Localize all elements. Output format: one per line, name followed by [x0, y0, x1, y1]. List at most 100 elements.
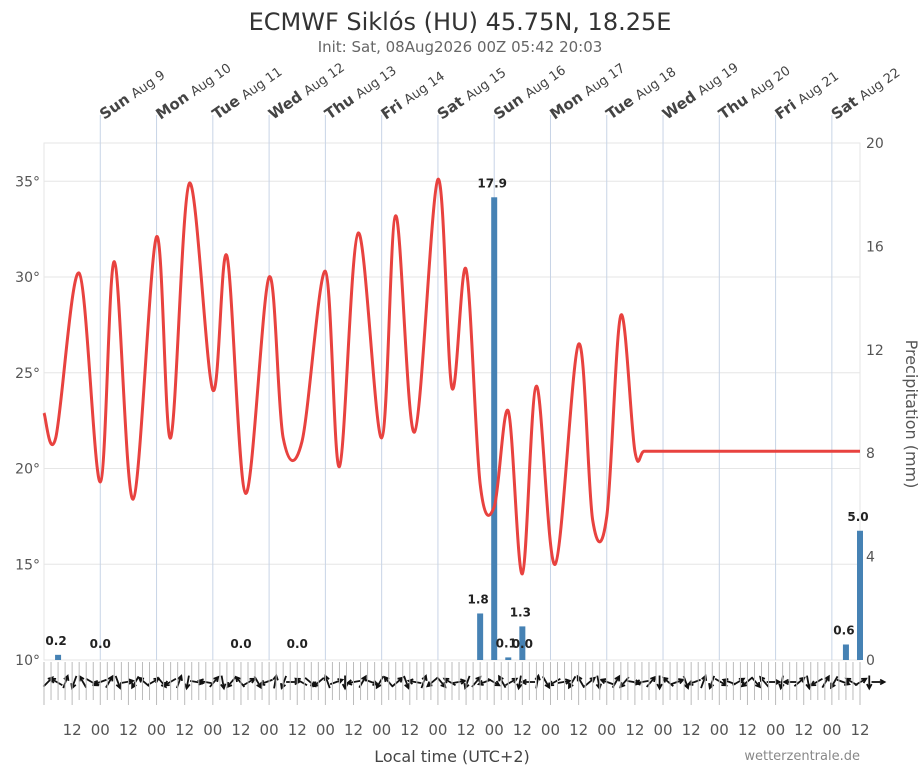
- wind-arrow-head: [115, 683, 122, 690]
- time-tick-label: 12: [625, 721, 644, 739]
- precipitation-axis: 0 4 8 12 16 20: [866, 136, 884, 669]
- precipitation-bar-label: 17.9: [477, 176, 507, 190]
- wind-arrow: [280, 675, 287, 690]
- wind-arrow-head: [633, 679, 641, 686]
- wind-arrow-head: [92, 679, 100, 686]
- wind-arrow-shaft: [50, 677, 63, 687]
- wind-arrow-shaft: [645, 676, 656, 688]
- precipitation-zero-label: 0.0: [512, 637, 533, 651]
- precipitation-bar-label: 1.8: [468, 592, 489, 606]
- wind-arrow-head: [404, 683, 411, 690]
- wind-arrow-shaft: [242, 677, 256, 687]
- wind-arrow-shaft: [548, 677, 561, 687]
- wind-arrow-head: [678, 678, 685, 685]
- wind-arrow-head: [163, 680, 170, 687]
- precipitation-zero-label: 0.0: [90, 637, 111, 651]
- temperature-tick-label: 15°: [15, 557, 40, 573]
- wind-arrow-shaft: [443, 677, 456, 687]
- wind-arrow-head: [463, 683, 470, 690]
- time-tick-label: 12: [513, 721, 532, 739]
- wind-arrow: [645, 675, 657, 688]
- wind-arrow-shaft: [821, 675, 830, 689]
- wind-arrow: [476, 678, 492, 686]
- precipitation-bar: [477, 613, 484, 660]
- precipitation-bar: [857, 530, 863, 660]
- time-tick-label: 00: [597, 721, 616, 739]
- temperature-tick-label: 35°: [15, 174, 40, 190]
- wind-arrow-shaft: [198, 679, 212, 685]
- precipitation-axis-title: Precipitation (mm): [902, 340, 921, 489]
- wind-arrow-head: [614, 674, 621, 682]
- wind-arrow: [234, 675, 246, 688]
- wind-arrow: [220, 675, 227, 691]
- time-tick-label: 00: [766, 721, 785, 739]
- precipitation-bar-label: 0.2: [45, 634, 66, 648]
- wind-arrow-shaft: [120, 679, 134, 685]
- time-tick-label: 12: [457, 721, 476, 739]
- wind-arrow: [375, 675, 385, 690]
- precipitation-bar: [842, 644, 849, 660]
- wind-arrow-shaft: [235, 676, 246, 688]
- wind-arrow-shaft: [487, 677, 500, 687]
- wind-arrow: [556, 678, 572, 685]
- wind-arrow-head: [176, 674, 183, 681]
- time-tick-label: 00: [653, 721, 672, 739]
- temperature-axis: 10° 15° 20° 25° 30° 35°: [15, 174, 40, 669]
- wind-arrow: [854, 677, 868, 687]
- wind-arrow-shaft: [114, 675, 121, 689]
- wind-arrow: [793, 676, 806, 687]
- wind-arrow: [184, 675, 191, 691]
- time-tick-label: 00: [485, 721, 504, 739]
- time-tick-label: 00: [91, 721, 110, 739]
- wind-arrow: [750, 676, 762, 689]
- wind-arrow: [866, 675, 873, 691]
- time-tick-label: 00: [822, 721, 841, 739]
- precipitation-bar: [491, 197, 498, 660]
- wind-arrow-head: [220, 683, 227, 691]
- time-tick-label: 00: [541, 721, 560, 739]
- wind-arrow-head: [312, 681, 319, 688]
- wind-arrow: [821, 674, 830, 689]
- time-tick-label: 12: [119, 721, 138, 739]
- wind-arrow: [403, 675, 411, 690]
- wind-arrow-shaft: [504, 677, 518, 687]
- wind-arrow-shaft: [498, 675, 507, 689]
- wind-arrow-head: [184, 683, 191, 691]
- wind-arrow-head: [686, 679, 694, 686]
- precipitation-bar: [55, 654, 62, 660]
- precipitation-bar-label: 0.1: [496, 636, 517, 650]
- wind-arrow-shaft: [375, 675, 385, 689]
- precipitation-tick-label: 16: [866, 239, 884, 255]
- time-tick-label: 12: [231, 721, 250, 739]
- time-tick-label: 12: [288, 721, 307, 739]
- wind-arrow-shaft: [78, 675, 87, 689]
- x-axis-title: Local time (UTC+2): [374, 747, 530, 766]
- time-tick-label: 12: [682, 721, 701, 739]
- wind-arrow-shaft: [741, 677, 753, 687]
- time-tick-label: 12: [344, 721, 363, 739]
- wind-arrow-head: [861, 677, 868, 684]
- grid-lines: [43, 142, 861, 661]
- wind-arrow-head: [576, 674, 583, 682]
- wind-arrow-head: [564, 678, 572, 685]
- wind-arrow-head: [280, 683, 287, 690]
- wind-arrow-head: [345, 679, 353, 686]
- wind-arrow-head: [78, 674, 85, 682]
- precipitation-tick-label: 20: [866, 136, 884, 152]
- wind-arrow-head: [383, 675, 390, 683]
- wind-arrow-shaft: [408, 679, 422, 685]
- time-tick-label: 12: [63, 721, 82, 739]
- precipitation-bars: 0.2 1.8 17.9 0.1 1.3 0.6 5.0 0.0 0.0 0.0 0.0: [45, 176, 869, 660]
- wind-arrow: [516, 675, 523, 691]
- watermark: wetterzentrale.de: [744, 749, 860, 764]
- wind-arrow-shaft: [324, 675, 331, 689]
- time-tick-label: 12: [738, 721, 757, 739]
- precipitation-tick-label: 8: [866, 446, 875, 462]
- wind-arrow: [498, 674, 507, 689]
- wind-arrow-shaft: [556, 679, 571, 685]
- precipitation-tick-label: 0: [866, 653, 875, 669]
- wind-arrow-head: [824, 674, 830, 682]
- wind-arrow: [871, 678, 887, 686]
